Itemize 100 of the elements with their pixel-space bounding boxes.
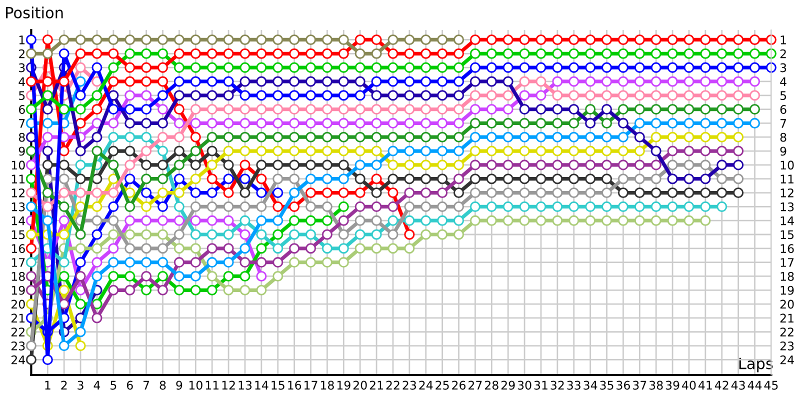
point	[256, 104, 267, 115]
x-tick-label: 24	[419, 380, 433, 390]
point	[667, 160, 678, 170]
x-tick-label: 18	[320, 380, 334, 390]
point	[42, 104, 53, 115]
point	[240, 76, 250, 87]
point	[519, 187, 530, 198]
y2-tick-label: 6	[780, 105, 786, 114]
point	[371, 229, 382, 240]
x-tick-label: 15	[272, 380, 284, 390]
point	[240, 229, 250, 240]
point	[404, 104, 415, 115]
x-tick-label: 44	[748, 380, 762, 390]
point	[568, 215, 580, 226]
point	[289, 174, 300, 184]
point	[437, 104, 448, 115]
y2-tick-label: 18	[780, 272, 794, 281]
point	[667, 62, 678, 73]
point	[601, 160, 612, 170]
point	[305, 229, 316, 240]
point	[388, 215, 398, 226]
x-tick-label: 35	[600, 380, 614, 390]
point	[404, 243, 415, 254]
point	[190, 201, 201, 212]
point	[568, 174, 580, 184]
y-tick-label: 6	[18, 105, 25, 114]
point	[256, 90, 267, 101]
point	[453, 48, 464, 59]
point	[502, 187, 514, 198]
point	[141, 34, 152, 46]
point	[338, 48, 349, 59]
point	[420, 174, 432, 184]
point	[420, 76, 432, 87]
y-tick-label: 13	[12, 202, 25, 212]
point	[124, 174, 136, 184]
point	[240, 146, 250, 156]
x-tick-label: 4	[94, 380, 100, 390]
point	[190, 215, 201, 226]
point	[618, 160, 628, 170]
point	[634, 174, 645, 184]
point	[272, 34, 284, 46]
x-tick-label: 11	[206, 380, 219, 390]
point	[92, 48, 102, 59]
y2-tick-label: 12	[780, 188, 794, 198]
point	[157, 270, 168, 282]
point	[601, 132, 612, 142]
x-tick-label: 31	[534, 380, 548, 390]
point	[716, 118, 728, 128]
point	[108, 62, 119, 73]
point	[502, 90, 514, 101]
point	[92, 132, 102, 142]
point	[124, 229, 136, 240]
point	[223, 201, 234, 212]
point	[568, 76, 580, 87]
point	[338, 146, 349, 156]
point	[42, 132, 53, 142]
point	[322, 146, 332, 156]
point	[42, 34, 53, 46]
point	[141, 132, 152, 142]
point	[684, 48, 694, 59]
point	[42, 215, 53, 226]
point	[486, 34, 497, 46]
y2-tick-label: 9	[780, 146, 786, 156]
point	[404, 229, 415, 240]
point	[585, 215, 596, 226]
point	[618, 187, 628, 198]
point	[618, 118, 628, 128]
point	[601, 48, 612, 59]
point	[206, 187, 218, 198]
point	[124, 201, 136, 212]
point	[536, 132, 546, 142]
x-tick-label: 29	[501, 380, 515, 390]
point	[305, 132, 316, 142]
point	[634, 48, 645, 59]
point	[404, 76, 415, 87]
point	[157, 132, 168, 142]
point	[75, 187, 86, 198]
point	[618, 146, 628, 156]
point	[486, 160, 497, 170]
point	[42, 160, 53, 170]
point	[223, 34, 234, 46]
point	[141, 187, 152, 198]
point	[108, 187, 119, 198]
point	[174, 160, 184, 170]
point	[305, 215, 316, 226]
point	[26, 270, 36, 282]
point	[272, 160, 284, 170]
point	[58, 174, 70, 184]
point	[519, 132, 530, 142]
x-tick-label: 38	[649, 380, 663, 390]
point	[519, 146, 530, 156]
y2-tick-label: 10	[780, 160, 794, 170]
point	[453, 118, 464, 128]
point	[371, 76, 382, 87]
point	[749, 104, 760, 115]
point	[305, 174, 316, 184]
point	[338, 201, 349, 212]
point	[75, 257, 86, 268]
point	[453, 62, 464, 73]
point	[174, 146, 184, 156]
